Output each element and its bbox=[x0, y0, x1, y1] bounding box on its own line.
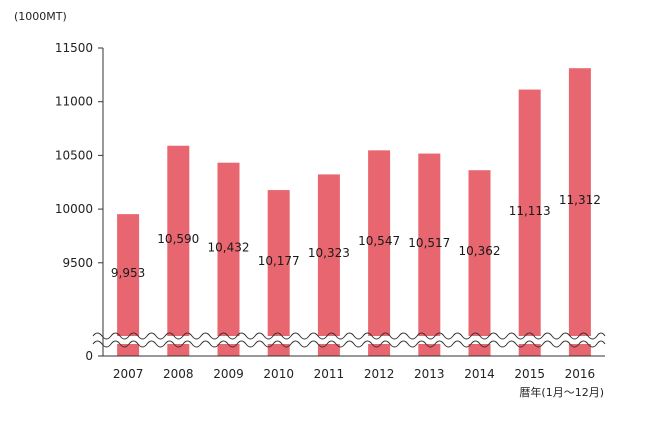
bar-2016 bbox=[568, 68, 591, 356]
bar-2011 bbox=[317, 174, 340, 356]
y-axis-unit-label: (1000MT) bbox=[14, 10, 67, 23]
x-tick-2007: 2007 bbox=[113, 367, 144, 381]
y-tick-10500: 10500 bbox=[55, 148, 93, 162]
data-label-2008: 10,590 bbox=[157, 232, 199, 246]
y-tick-11500: 11500 bbox=[55, 41, 93, 55]
bar-2014 bbox=[468, 170, 491, 356]
tick-labels: 2007 2008 2009 2010 2011 2012 2013 2014 2015 2016… bbox=[55, 41, 595, 381]
data-label-2012: 10,547 bbox=[358, 234, 400, 248]
y-tick-10000: 10000 bbox=[55, 202, 93, 216]
data-label-2015: 11,113 bbox=[509, 204, 551, 218]
axis-break-marker bbox=[92, 332, 606, 348]
x-tick-2010: 2010 bbox=[263, 367, 294, 381]
x-tick-2015: 2015 bbox=[514, 367, 545, 381]
bar-2008 bbox=[167, 145, 190, 356]
x-tick-2014: 2014 bbox=[464, 367, 495, 381]
data-label-2011: 10,323 bbox=[308, 246, 350, 260]
x-tick-2011: 2011 bbox=[314, 367, 345, 381]
x-tick-2009: 2009 bbox=[213, 367, 244, 381]
axes-layer bbox=[98, 47, 605, 357]
data-label-2010: 10,177 bbox=[258, 254, 300, 268]
x-tick-2016: 2016 bbox=[565, 367, 596, 381]
axis-break-wave-lower bbox=[92, 340, 606, 348]
bar-2012 bbox=[368, 150, 391, 356]
y-tick-9500: 9500 bbox=[62, 256, 93, 270]
y-tick-11000: 11000 bbox=[55, 95, 93, 109]
bar-2015 bbox=[518, 89, 541, 357]
data-labels: 9,953 10,590 10,432 10,177 10,323 10,547 10,51… bbox=[111, 193, 601, 280]
x-axis-title: 暦年(1月～12月) bbox=[519, 385, 604, 399]
axis-break-band bbox=[93, 336, 605, 344]
bar-2013 bbox=[418, 153, 441, 356]
x-tick-2013: 2013 bbox=[414, 367, 445, 381]
bar-2009 bbox=[217, 162, 240, 356]
y-tick-0: 0 bbox=[85, 349, 93, 363]
data-label-2013: 10,517 bbox=[408, 236, 450, 250]
data-label-2014: 10,362 bbox=[459, 244, 501, 258]
data-label-2016: 11,312 bbox=[559, 193, 601, 207]
bars-layer bbox=[117, 68, 591, 357]
bar-2007 bbox=[117, 214, 140, 356]
data-label-2007: 9,953 bbox=[111, 266, 145, 280]
data-label-2009: 10,432 bbox=[208, 240, 250, 254]
x-tick-2008: 2008 bbox=[163, 367, 194, 381]
axis-break-wave-upper bbox=[92, 332, 606, 340]
x-tick-2012: 2012 bbox=[364, 367, 395, 381]
bar-2010 bbox=[267, 190, 290, 356]
